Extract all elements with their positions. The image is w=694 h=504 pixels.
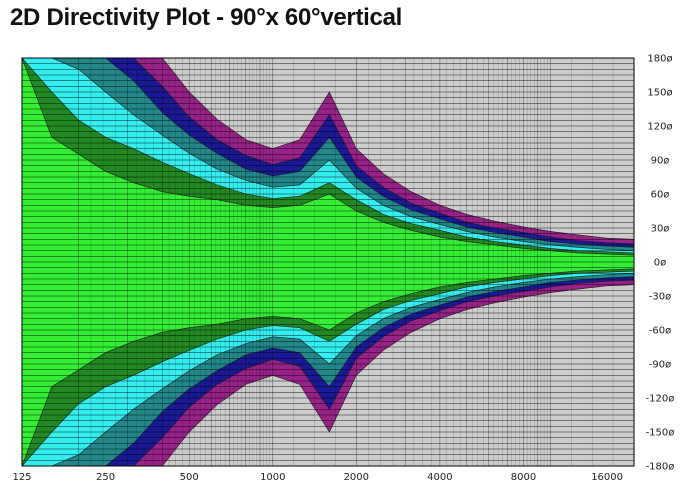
y-tick-label: -30ø — [649, 292, 671, 303]
grid-lines — [22, 58, 634, 466]
y-axis-ticks: 180ø 150ø 120ø 90ø 60ø 30ø 0ø -30ø -60ø -90ø -120ø… — [646, 54, 675, 473]
y-tick-label: 90ø — [651, 156, 670, 167]
plot-frame — [21, 57, 635, 467]
chart-title: 2D Directivity Plot - 90°x 60°vertical — [10, 4, 402, 31]
y-tick-label: -90ø — [649, 360, 671, 371]
x-tick-label: 2000 — [344, 472, 369, 483]
y-tick-label: -120ø — [646, 394, 675, 405]
x-tick-label: 16000 — [591, 472, 623, 483]
x-tick-label: 8000 — [511, 472, 536, 483]
y-tick-label: -180ø — [646, 462, 675, 473]
x-tick-label: 500 — [180, 472, 199, 483]
x-axis-ticks: 125 250 500 1000 2000 4000 8000 16000 — [12, 472, 623, 483]
x-tick-label: 250 — [96, 472, 115, 483]
y-tick-label: 150ø — [647, 88, 672, 99]
x-tick-label: 4000 — [427, 472, 452, 483]
y-tick-label: -150ø — [646, 428, 675, 439]
y-tick-label: 0ø — [654, 258, 666, 269]
x-tick-label: 125 — [12, 472, 31, 483]
y-tick-label: 60ø — [651, 190, 670, 201]
x-tick-label: 1000 — [260, 472, 285, 483]
y-tick-label: -60ø — [649, 326, 671, 337]
y-tick-label: 30ø — [651, 224, 670, 235]
y-tick-label: 120ø — [647, 122, 672, 133]
y-tick-label: 180ø — [647, 54, 672, 65]
